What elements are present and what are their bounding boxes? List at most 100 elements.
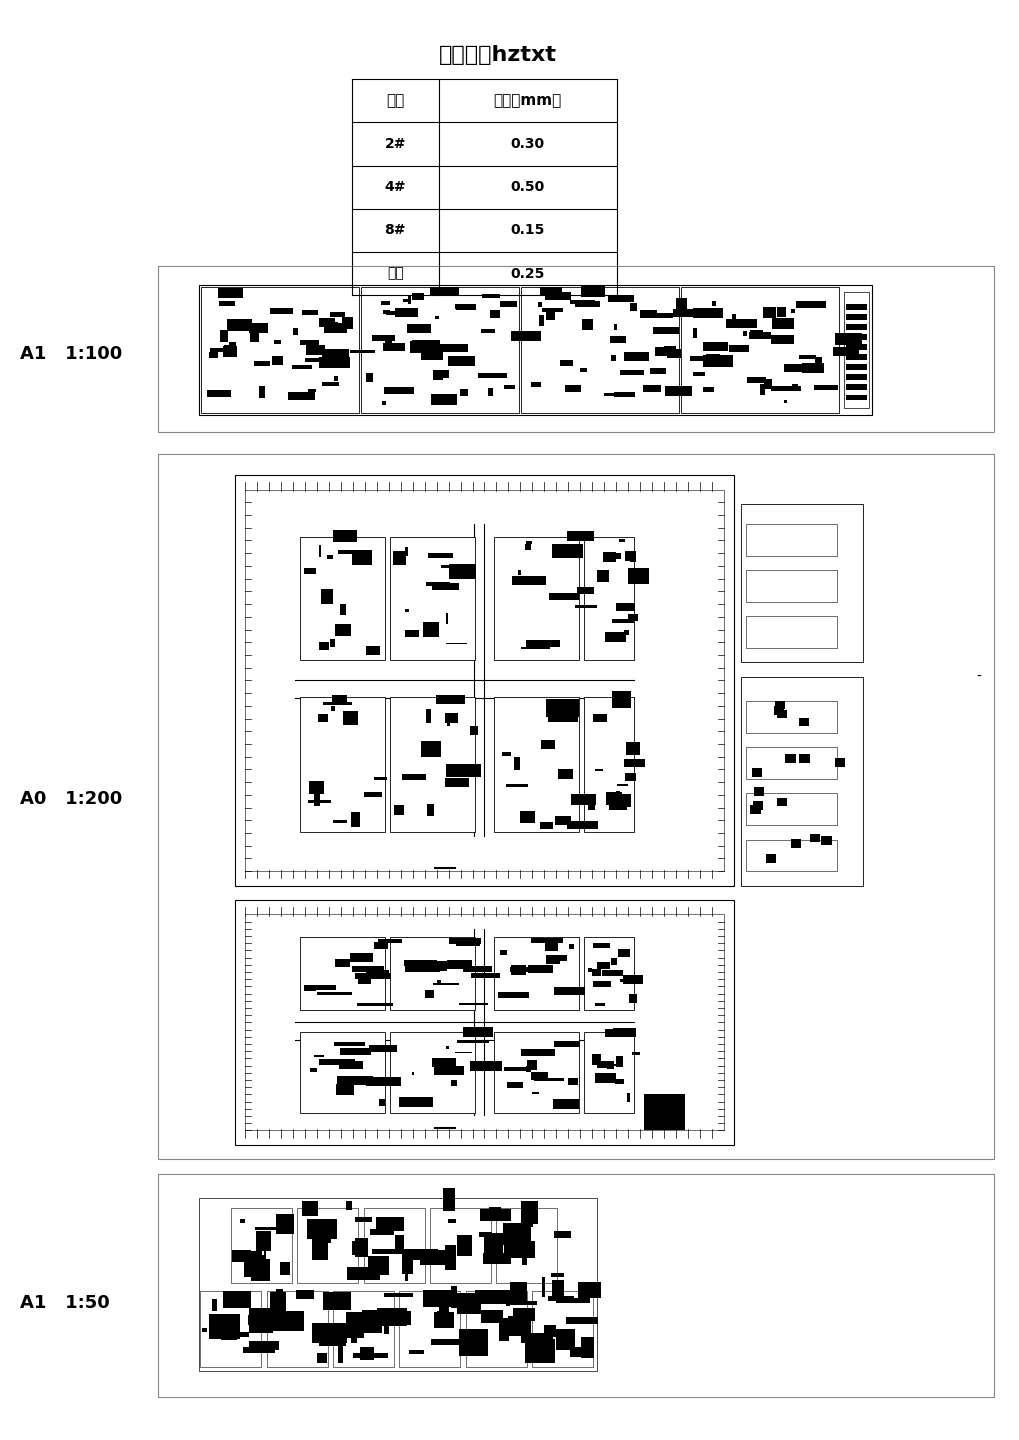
Bar xyxy=(474,1290,510,1303)
Bar xyxy=(743,331,746,336)
Bar xyxy=(610,958,616,965)
Bar xyxy=(431,1058,455,1067)
Bar xyxy=(725,320,756,328)
Bar xyxy=(310,1067,317,1071)
Bar xyxy=(389,697,474,832)
Bar xyxy=(412,294,423,301)
Bar xyxy=(333,1292,393,1367)
Bar xyxy=(300,1032,384,1113)
Bar xyxy=(401,775,426,780)
Bar xyxy=(611,691,630,707)
Bar xyxy=(604,1028,621,1037)
Bar xyxy=(570,301,595,304)
Bar xyxy=(335,1084,354,1094)
Bar xyxy=(423,1290,450,1306)
Bar xyxy=(444,713,458,723)
Bar xyxy=(421,348,442,360)
Bar xyxy=(384,1322,388,1333)
Bar xyxy=(305,357,331,361)
Bar xyxy=(445,613,447,624)
Bar xyxy=(370,1228,394,1236)
Bar xyxy=(209,1315,240,1339)
Bar xyxy=(534,1079,564,1081)
Bar xyxy=(403,300,411,302)
Bar xyxy=(363,792,382,796)
Bar xyxy=(711,301,715,305)
Text: 8#: 8# xyxy=(384,223,406,238)
Bar xyxy=(796,301,824,308)
Bar xyxy=(521,647,550,649)
Bar xyxy=(479,1231,491,1237)
Bar xyxy=(532,1292,592,1367)
Bar xyxy=(591,1054,600,1064)
Bar xyxy=(510,1300,537,1305)
Bar xyxy=(279,1263,290,1276)
Bar xyxy=(703,343,727,351)
Bar xyxy=(503,1233,507,1254)
Bar xyxy=(773,701,784,710)
Bar xyxy=(245,490,723,871)
Bar xyxy=(801,363,823,373)
Bar xyxy=(587,968,591,972)
Bar xyxy=(306,346,324,354)
Bar xyxy=(602,553,615,562)
Bar xyxy=(465,1292,526,1367)
Bar xyxy=(378,939,401,943)
Bar xyxy=(606,553,621,560)
Text: 0.15: 0.15 xyxy=(511,223,544,238)
Bar xyxy=(408,295,411,304)
Bar xyxy=(345,1312,363,1338)
Bar xyxy=(428,553,452,557)
Bar xyxy=(300,937,384,1011)
Bar xyxy=(624,1028,635,1037)
Bar xyxy=(158,266,994,432)
Bar xyxy=(649,367,665,374)
Bar xyxy=(609,793,630,806)
Bar xyxy=(601,969,623,976)
Bar xyxy=(512,576,546,585)
Bar xyxy=(626,742,639,755)
Bar xyxy=(745,616,837,648)
Bar xyxy=(218,288,243,298)
Bar xyxy=(570,1348,589,1358)
Bar xyxy=(319,318,334,327)
Bar xyxy=(494,937,579,1011)
Bar xyxy=(550,1273,564,1277)
Bar xyxy=(759,384,764,395)
Bar xyxy=(569,945,574,949)
Bar xyxy=(544,942,558,950)
Bar xyxy=(309,780,324,795)
Bar xyxy=(429,1208,490,1283)
Bar xyxy=(593,982,610,986)
Bar xyxy=(279,1306,284,1319)
Bar xyxy=(749,333,769,338)
Bar xyxy=(584,937,634,1011)
Bar xyxy=(482,294,499,298)
Bar xyxy=(239,1218,246,1224)
Bar xyxy=(553,1231,571,1238)
Bar xyxy=(775,710,786,719)
Bar xyxy=(771,318,793,328)
Bar xyxy=(314,1056,323,1057)
Bar xyxy=(267,1292,327,1367)
Bar xyxy=(565,386,581,392)
Bar xyxy=(845,344,866,350)
Bar xyxy=(339,1048,370,1056)
Bar xyxy=(352,966,384,972)
Bar xyxy=(383,1293,412,1297)
Bar xyxy=(753,788,763,796)
Text: A1   1:100: A1 1:100 xyxy=(20,346,122,363)
Bar xyxy=(457,1236,472,1256)
Bar xyxy=(706,343,720,350)
Bar xyxy=(259,386,265,397)
Bar xyxy=(575,301,599,307)
Bar xyxy=(366,645,379,655)
Bar xyxy=(511,965,526,975)
Bar xyxy=(412,1071,414,1074)
Bar xyxy=(576,588,593,593)
Bar xyxy=(620,370,644,376)
Bar xyxy=(591,969,601,976)
Bar xyxy=(609,336,626,343)
Bar xyxy=(615,602,634,611)
Bar xyxy=(513,1308,534,1322)
